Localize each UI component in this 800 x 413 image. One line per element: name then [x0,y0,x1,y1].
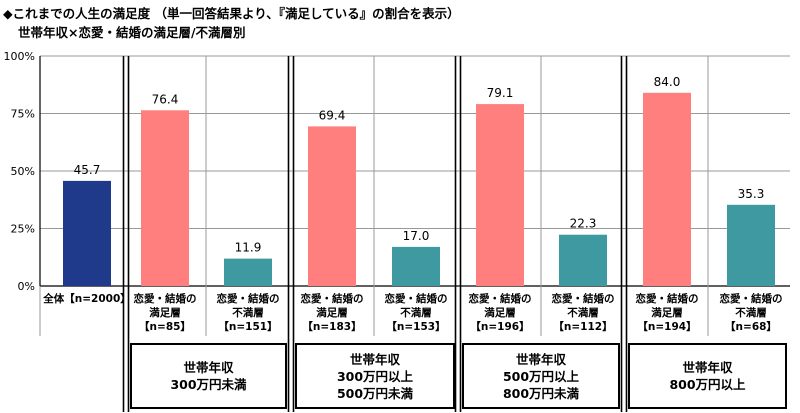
x-tick-label: 恋愛・結婚の満足層【n=183】 [301,292,364,333]
income-group-label: 800万円以上 [669,377,746,392]
bar [141,110,189,286]
income-group-label: 500万円以上 [502,368,580,384]
x-tick-label: 恋愛・結婚の満足層【n=85】 [134,292,197,333]
x-tick-label: 恋愛・結婚の不満層【n=68】 [720,292,783,333]
bar [224,258,272,286]
income-group-box: 世帯年収 300万円未満 [130,343,287,409]
y-tick-label: 25% [11,223,35,236]
data-label: 35.3 [738,187,765,201]
x-tick-label: 全体【n=2000】 [42,292,131,305]
bar [559,234,607,286]
income-group-label: 500万円未満 [336,385,414,401]
x-tick-label: 恋愛・結婚の満足層【n=194】 [636,292,699,333]
x-tick-label: 恋愛・結婚の不満層【n=153】 [385,292,448,333]
y-tick-label: 100% [4,50,35,63]
data-label: 79.1 [487,86,514,100]
bar [727,204,775,286]
y-tick-label: 75% [11,108,35,121]
income-group-label: 800万円未満 [502,385,580,401]
bar [643,92,691,286]
income-group-box: 世帯年収 300万円以上 500万円未満 [295,343,455,409]
income-group-box: 世帯年収 800万円以上 [628,343,787,409]
bar [63,180,111,286]
income-group-label: 世帯年収 [183,360,234,375]
income-group-box: 世帯年収 500万円以上 800万円未満 [462,343,620,409]
income-group-label: 世帯年収 [515,351,566,367]
bar [476,104,524,286]
y-tick-label: 50% [11,165,35,178]
bar [308,126,356,286]
data-label: 84.0 [654,75,681,89]
data-label: 45.7 [74,163,101,177]
data-label: 17.0 [403,229,430,243]
income-group-label: 世帯年収 [682,360,733,375]
bar [392,246,440,286]
x-tick-label: 恋愛・結婚の不満層【n=151】 [217,292,280,333]
chart-title: ◆これまでの人生の満足度 （単一回答結果より、『満足している』の割合を表示） [3,6,460,21]
income-group-label: 300万円以上 [336,368,414,384]
data-label: 11.9 [235,241,262,255]
y-tick-label: 0% [18,280,35,293]
data-label: 69.4 [319,108,346,122]
data-label: 76.4 [152,92,179,106]
chart-subtitle: 世帯年収×恋愛・結婚の満足層/不満層別 [18,25,246,40]
x-tick-label: 恋愛・結婚の不満層【n=112】 [552,292,615,333]
income-group-label: 世帯年収 [349,351,400,367]
data-label: 22.3 [570,217,597,231]
x-tick-label: 恋愛・結婚の満足層【n=196】 [469,292,532,333]
income-group-label: 300万円未満 [170,377,247,392]
